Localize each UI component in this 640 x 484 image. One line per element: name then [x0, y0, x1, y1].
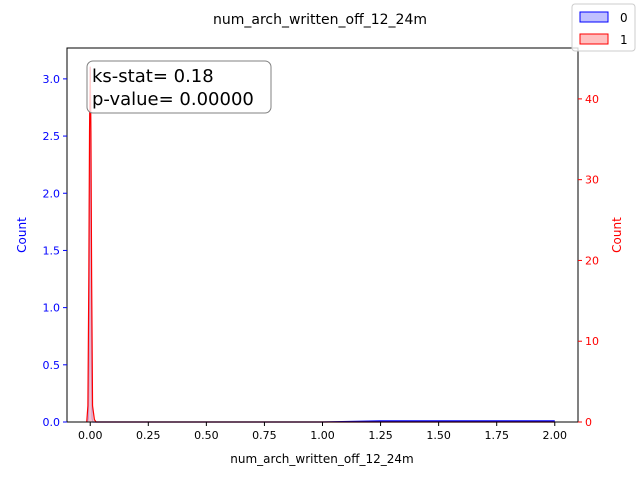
x-tick-label: 1.25 — [368, 429, 393, 442]
legend-swatch-0 — [579, 11, 609, 23]
y-left-tick-label: 3.0 — [43, 73, 61, 86]
y-left-tick-label: 2.5 — [43, 130, 61, 143]
ks-stat-text: ks-stat= 0.18 — [92, 66, 214, 87]
stats-annotation: ks-stat= 0.18 p-value= 0.00000 — [86, 60, 272, 114]
x-tick-label: 2.00 — [543, 429, 568, 442]
series-0-area — [87, 67, 555, 422]
annotation-box — [86, 60, 272, 114]
series-1-line — [86, 66, 555, 423]
y-right-tick-label: 30 — [585, 174, 599, 187]
y-axis-label-right: Count — [610, 217, 624, 253]
y-left-tick-label: 1.5 — [43, 244, 61, 257]
y-left-tick-label: 1.0 — [43, 302, 61, 315]
p-value-text: p-value= 0.00000 — [92, 89, 254, 110]
legend-label-0: 0 — [620, 11, 628, 25]
y-right-tick-label: 40 — [585, 93, 599, 106]
y-right-tick-label: 20 — [585, 254, 599, 267]
y-left-tick-label: 0.0 — [43, 416, 61, 429]
y-right-tick-label: 10 — [585, 335, 599, 348]
x-tick-label: 1.50 — [426, 429, 451, 442]
series-1-area — [86, 66, 555, 422]
x-axis-label: num_arch_written_off_12_24m — [230, 452, 413, 466]
y-left-tick-label: 0.5 — [43, 359, 61, 372]
chart-title: num_arch_written_off_12_24m — [213, 12, 427, 28]
series-0-line — [86, 67, 555, 423]
x-tick-label: 0.50 — [194, 429, 219, 442]
y-axis-label-left: Count — [15, 217, 29, 253]
x-tick-label: 1.00 — [310, 429, 335, 442]
x-tick-label: 0.75 — [252, 429, 277, 442]
legend: 0 1 — [571, 3, 636, 52]
x-tick-label: 0.00 — [78, 429, 103, 442]
legend-label-1: 1 — [620, 33, 628, 47]
y-right-tick-label: 0 — [585, 416, 592, 429]
legend-swatch-1 — [579, 33, 609, 45]
x-tick-label: 1.75 — [484, 429, 509, 442]
y-left-tick-label: 2.0 — [43, 187, 61, 200]
x-tick-label: 0.25 — [136, 429, 161, 442]
